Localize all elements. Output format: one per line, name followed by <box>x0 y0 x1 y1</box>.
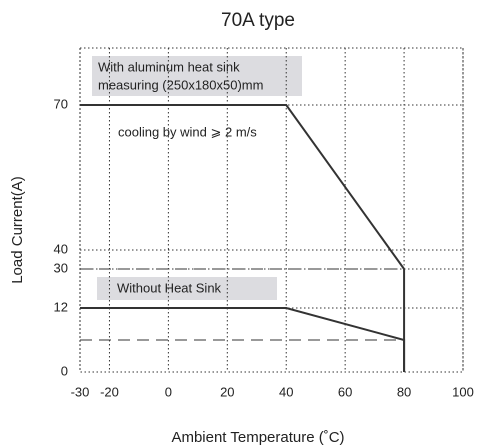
x-tick-label: 60 <box>338 384 352 399</box>
plot-frame <box>79 47 464 373</box>
x-axis-label: Ambient Temperature (˚C) <box>171 429 344 446</box>
annotation: With aluminum heat sink <box>98 59 240 74</box>
x-tick-label: -20 <box>100 384 119 399</box>
annotation-box <box>97 277 277 300</box>
x-tick-label: 20 <box>220 384 234 399</box>
chart-title: 70A type <box>221 10 295 31</box>
x-tick-label: 0 <box>165 384 172 399</box>
x-tick-label: 40 <box>279 384 293 399</box>
x-tick-label: 100 <box>452 384 474 399</box>
series-line <box>80 104 406 372</box>
annotation-box <box>92 56 302 96</box>
annotation: cooling by wind ⩾ 2 m/s <box>118 124 257 139</box>
y-tick-label: 0 <box>61 363 68 378</box>
y-tick-label: 12 <box>54 299 68 314</box>
y-axis-label: Load Current(A) <box>9 176 26 284</box>
x-tick-label: 80 <box>397 384 411 399</box>
x-tick-label: -30 <box>71 384 90 399</box>
series-line <box>80 307 406 372</box>
y-tick-label: 70 <box>54 96 68 111</box>
y-tick-label: 30 <box>54 260 68 275</box>
annotation: measuring (250x180x50)mm <box>98 77 263 92</box>
annotation: Without Heat Sink <box>117 280 222 295</box>
y-tick-label: 40 <box>54 241 68 256</box>
